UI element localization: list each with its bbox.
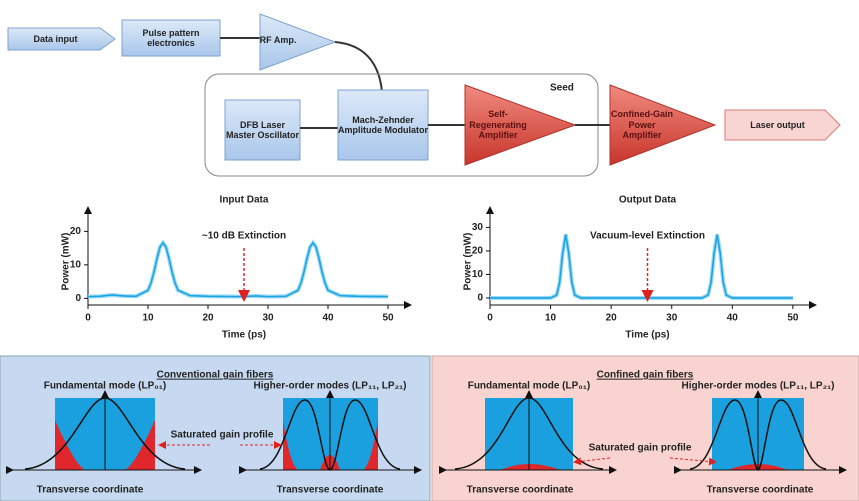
axis-label: Transverse coordinate (707, 485, 814, 496)
panel-title: Confined gain fibers (597, 370, 694, 381)
x-tick-label: 10 (545, 313, 557, 324)
x-tick-label: 20 (606, 313, 618, 324)
x-tick-label: 30 (262, 313, 274, 324)
mode-art (6, 390, 847, 474)
x-tick-label: 50 (382, 313, 394, 324)
pulse-label: Pulse pattern electronics (142, 27, 200, 48)
x-tick-label: 20 (202, 313, 214, 324)
axis-label: Transverse coordinate (277, 485, 384, 496)
connector (334, 41, 383, 93)
x-tick-label: 40 (727, 313, 739, 324)
y-axis-label: Power (mW) (463, 233, 474, 291)
annotation: Vacuum-level Extinction (590, 231, 705, 242)
x-tick-label: 0 (85, 313, 91, 324)
x-axis-label: Time (ps) (222, 330, 266, 341)
pulse-box (121, 19, 221, 57)
laser-output-arrow (724, 109, 841, 141)
panel-title: Conventional gain fibers (157, 370, 274, 381)
power-amp-label: Confined-Gain Power Amplifier (611, 109, 673, 141)
x-tick-label: 0 (487, 313, 493, 324)
dfb-box (224, 99, 301, 161)
gain-label: Saturated gain profile (171, 430, 274, 441)
mode-label: Higher-order modes (LP₁₁, LP₂₁) (254, 381, 407, 392)
rf-amp (259, 13, 337, 71)
dfb-label: DFB Laser Master Oscillator (225, 119, 300, 140)
self-amp-label: Self-Regenerating Amplifier (469, 109, 527, 141)
self-amp (464, 84, 577, 166)
x-tick-label: 40 (322, 313, 334, 324)
chart-title: Output Data (619, 195, 677, 206)
y-tick-label: 20 (472, 246, 484, 257)
mode-label: Higher-order modes (LP₁₁, LP₂₁) (682, 381, 835, 392)
series-line (490, 234, 793, 299)
chart-title: Input Data (220, 195, 269, 206)
y-tick-label: 10 (70, 259, 82, 270)
data-input-arrow (7, 27, 116, 51)
x-tick-label: 30 (666, 313, 678, 324)
modulator-label: Mach-Zehnder Amplitude Modulator (338, 114, 428, 135)
data-input-label: Data input (33, 33, 78, 44)
seed-label: Seed (550, 83, 574, 94)
gain-label: Saturated gain profile (589, 443, 692, 454)
y-tick-label: 20 (70, 226, 82, 237)
series-glow (87, 239, 389, 299)
y-axis-label: Power (mW) (61, 233, 72, 291)
y-tick-label: 10 (472, 269, 484, 280)
mode-label: Fundamental mode (LP₀₁) (468, 381, 591, 392)
series-glow (490, 234, 793, 300)
power-amp (609, 84, 717, 166)
mode-label: Fundamental mode (LP₀₁) (44, 381, 167, 392)
x-tick-label: 50 (787, 313, 799, 324)
y-tick-label: 0 (477, 293, 483, 304)
laser-output-label: Laser output (750, 119, 805, 130)
axis-label: Transverse coordinate (37, 485, 144, 496)
y-tick-label: 0 (75, 293, 81, 304)
y-tick-label: 30 (472, 222, 484, 233)
annotation: ~10 dB Extinction (202, 231, 286, 242)
x-axis-label: Time (ps) (625, 330, 669, 341)
x-tick-label: 10 (142, 313, 154, 324)
rf-amp-label: RF Amp. (259, 34, 297, 45)
axis-label: Transverse coordinate (467, 485, 574, 496)
series-line (87, 241, 389, 298)
